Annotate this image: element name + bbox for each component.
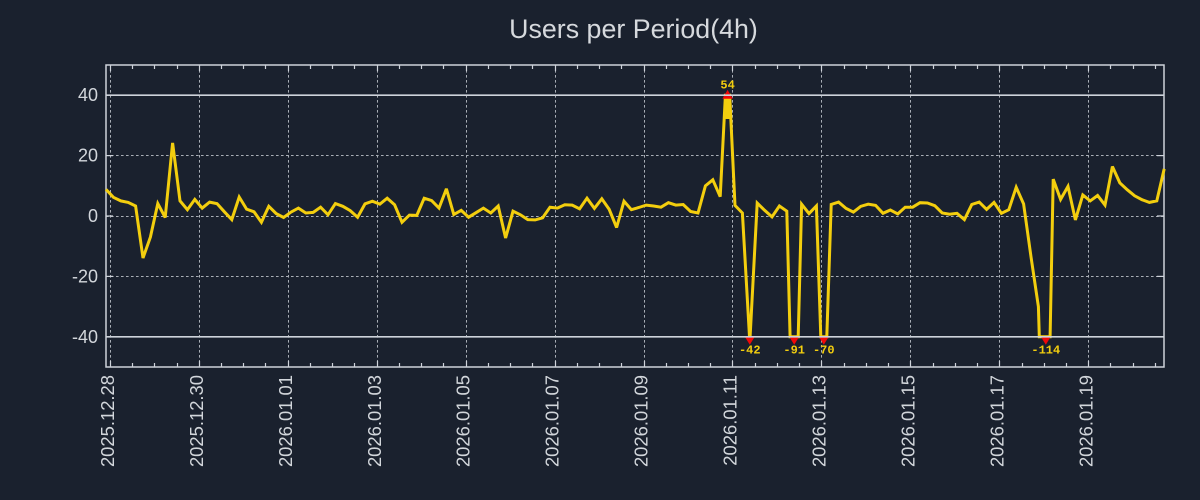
svg-text:Users per Period(4h): Users per Period(4h) [509, 14, 758, 44]
svg-text:2026.01.17: 2026.01.17 [986, 375, 1007, 467]
svg-text:20: 20 [78, 146, 98, 166]
svg-text:0: 0 [88, 206, 98, 226]
svg-text:-42: -42 [739, 343, 761, 357]
svg-text:2026.01.03: 2026.01.03 [364, 375, 385, 467]
svg-text:54: 54 [720, 79, 734, 93]
svg-text:2026.01.05: 2026.01.05 [453, 375, 474, 467]
svg-text:2026.01.01: 2026.01.01 [275, 375, 296, 467]
svg-text:-40: -40 [72, 327, 98, 347]
svg-text:2026.01.07: 2026.01.07 [542, 375, 563, 467]
svg-text:2026.01.15: 2026.01.15 [898, 375, 919, 467]
svg-text:-91: -91 [783, 343, 805, 357]
svg-text:-20: -20 [72, 266, 98, 286]
svg-text:2026.01.09: 2026.01.09 [631, 375, 652, 467]
svg-text:2025.12.28: 2025.12.28 [97, 375, 118, 467]
svg-text:2026.01.19: 2026.01.19 [1075, 375, 1096, 467]
svg-text:2026.01.11: 2026.01.11 [720, 375, 741, 466]
svg-text:40: 40 [78, 85, 98, 105]
svg-text:2025.12.30: 2025.12.30 [186, 375, 207, 467]
svg-text:-70: -70 [813, 343, 835, 357]
svg-text:-114: -114 [1031, 343, 1060, 357]
svg-text:2026.01.13: 2026.01.13 [809, 375, 830, 467]
